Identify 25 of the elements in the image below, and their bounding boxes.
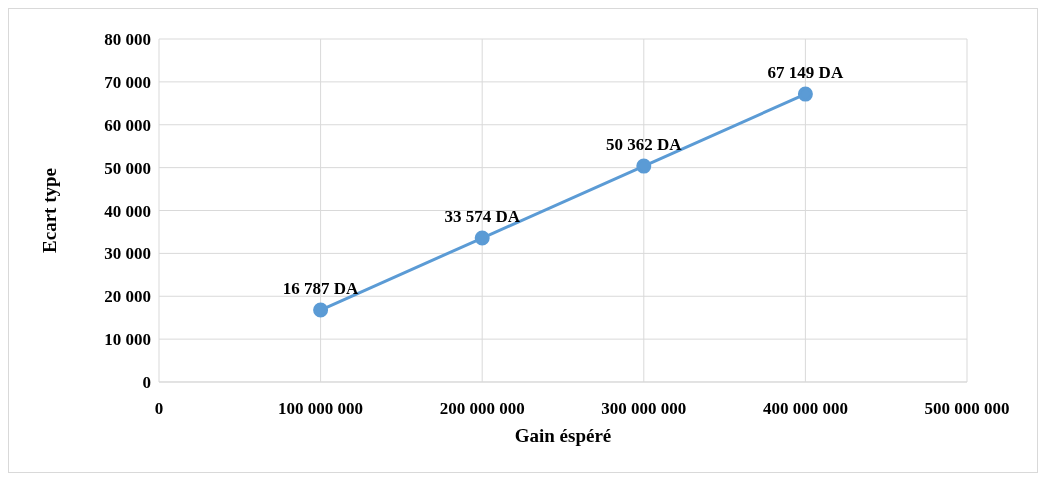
y-tick-label: 60 000: [104, 115, 151, 135]
y-tick-label: 50 000: [104, 158, 151, 178]
data-label: 16 787 DA: [282, 279, 360, 299]
y-tick-label: 10 000: [104, 330, 151, 350]
point: [313, 302, 329, 318]
y-tick-label: 0: [142, 373, 151, 393]
x-axis-title: Gain éspéré: [514, 425, 612, 446]
x-tick-label: 200 000 000: [439, 399, 525, 419]
point: [474, 230, 490, 246]
data-label: 50 362 DA: [606, 135, 683, 155]
data-label: 67 149 DA: [767, 63, 844, 83]
x-tick-label: 500 000 000: [924, 399, 1010, 419]
y-tick-label: 30 000: [104, 244, 151, 264]
data-label: 33 574 DA: [444, 207, 521, 227]
point: [797, 86, 813, 102]
point: [636, 158, 652, 174]
x-tick-label: 400 000 000: [762, 399, 848, 419]
x-tick-label: 300 000 000: [601, 399, 687, 419]
y-tick-label: 40 000: [104, 201, 151, 221]
y-axis-title: Ecart type: [38, 168, 60, 253]
y-tick-label: 80 000: [104, 30, 151, 50]
x-tick-label: 0: [154, 399, 164, 419]
y-tick-label: 20 000: [104, 287, 151, 307]
y-tick-label: 70 000: [104, 72, 151, 92]
x-tick-label: 100 000 000: [278, 399, 364, 419]
